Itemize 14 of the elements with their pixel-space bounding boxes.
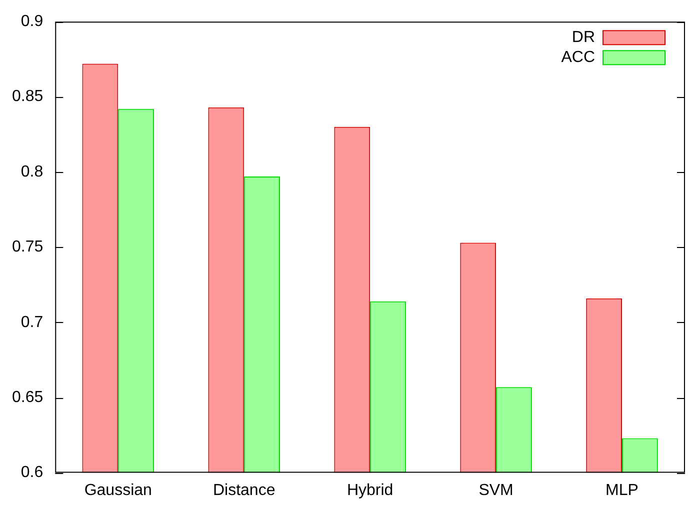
x-tick-label: Distance xyxy=(212,482,276,499)
y-tick-label: 0.9 xyxy=(20,13,44,30)
y-tick-label: 0.85 xyxy=(12,88,44,106)
legend-label: DR xyxy=(572,29,595,46)
y-tick-label: 0.75 xyxy=(12,238,44,256)
legend-label: ACC xyxy=(561,49,595,66)
y-tick-label: 0.65 xyxy=(12,389,44,406)
x-tick-label: Hybrid xyxy=(346,482,394,499)
x-tick-label: SVM xyxy=(478,482,514,499)
x-tick-label: Gaussian xyxy=(84,482,152,499)
y-tick-label: 0.6 xyxy=(20,464,44,482)
y-tick-label: 0.8 xyxy=(20,163,44,180)
y-tick-label: 0.7 xyxy=(20,314,44,331)
x-tick-label: MLP xyxy=(606,482,638,499)
